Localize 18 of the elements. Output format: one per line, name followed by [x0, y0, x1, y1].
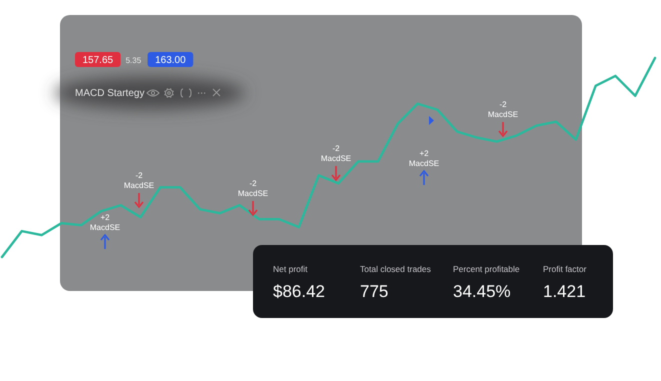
text: 1.421: [543, 282, 586, 301]
annotation: -2 MacdSE: [488, 100, 518, 119]
text: 34.45%: [453, 282, 511, 301]
annotation: 5.35: [126, 56, 142, 65]
annotation: 157.65: [82, 55, 114, 66]
annotation: -2 MacdSE: [124, 171, 154, 190]
annotation: MACD Startegy: [75, 88, 144, 99]
annotation: -2 MacdSE: [320, 144, 352, 163]
text: Profit factor: [543, 264, 587, 274]
annotation: +2 MacdSE: [408, 149, 440, 168]
text: Total closed trades: [360, 264, 431, 274]
text: 775: [360, 282, 388, 301]
text: Percent profitable: [453, 264, 520, 274]
text: $86.42: [273, 282, 325, 301]
annotation: +2 MacdSE: [90, 213, 120, 232]
annotation: -2 MacdSE: [238, 179, 268, 198]
text: Net profit: [273, 264, 308, 274]
annotation: 163.00: [155, 55, 186, 66]
